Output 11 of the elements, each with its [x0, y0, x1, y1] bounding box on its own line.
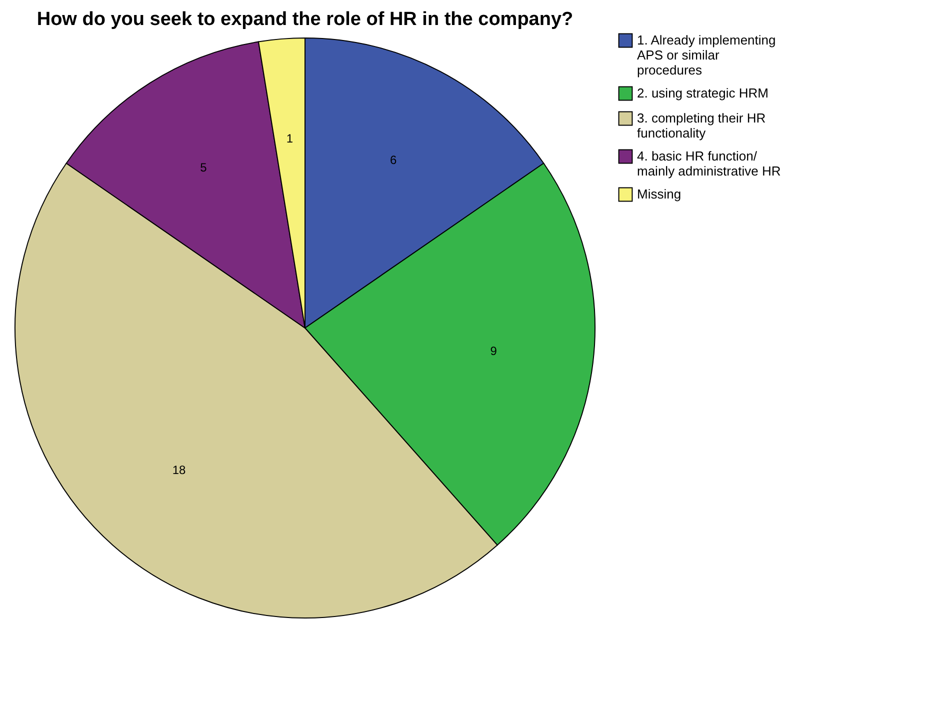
- chart-title: How do you seek to expand the role of HR in the company?: [36, 9, 574, 30]
- legend-label: 3. completing their HR functionality: [637, 110, 766, 140]
- legend-label: 4. basic HR function/ mainly administrative HR: [637, 148, 781, 178]
- data-label: 5: [200, 160, 208, 174]
- legend-label: 2. using strategic HRM: [637, 86, 768, 100]
- legend-label: Missing: [637, 186, 682, 202]
- data-label: 6: [390, 152, 397, 167]
- legend-label: 1. Already implementing APS or similar procedures: [637, 32, 776, 78]
- data-label: 1: [286, 132, 294, 146]
- data-label: 9: [490, 344, 498, 358]
- data-label: 18: [172, 463, 186, 478]
